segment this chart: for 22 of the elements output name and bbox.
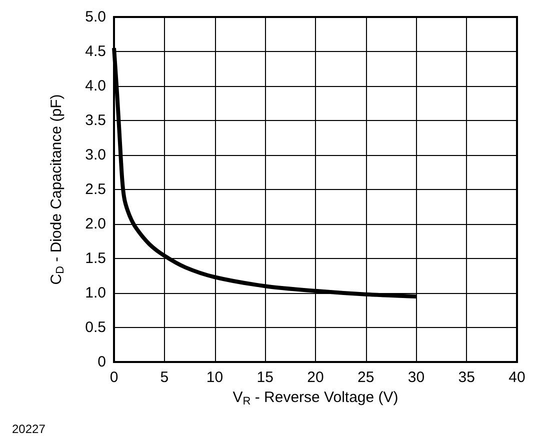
y-tick-label: 1.0: [85, 284, 106, 302]
x-tick-label: 30: [408, 369, 425, 386]
x-tick-label: 10: [206, 369, 224, 386]
y-tick-label: 4.0: [85, 78, 106, 94]
x-tick-label: 0: [110, 369, 118, 386]
x-tick-label: 25: [358, 369, 374, 386]
y-tick-label: 5.0: [85, 8, 106, 26]
y-axis-title: CD - Diode Capacitance (pF): [48, 94, 66, 285]
y-tick-label: 3.5: [85, 112, 106, 129]
x-tick-label: 15: [256, 369, 274, 386]
y-tick-label: 3.0: [85, 146, 106, 164]
x-tick-label: 20: [307, 369, 324, 386]
y-tick-label: 4.5: [85, 43, 106, 60]
y-tick-label: 0.5: [85, 319, 106, 336]
x-tick-label: 40: [508, 369, 526, 386]
y-tick-label: 2.5: [85, 181, 106, 198]
x-tick-label: 5: [160, 369, 169, 386]
x-tick-label: 35: [458, 369, 475, 386]
y-tick-label: 0: [98, 354, 106, 370]
text: 20227: [12, 422, 46, 436]
y-tick-label: 2.0: [85, 216, 106, 232]
y-tick-label: 1.5: [85, 250, 106, 267]
